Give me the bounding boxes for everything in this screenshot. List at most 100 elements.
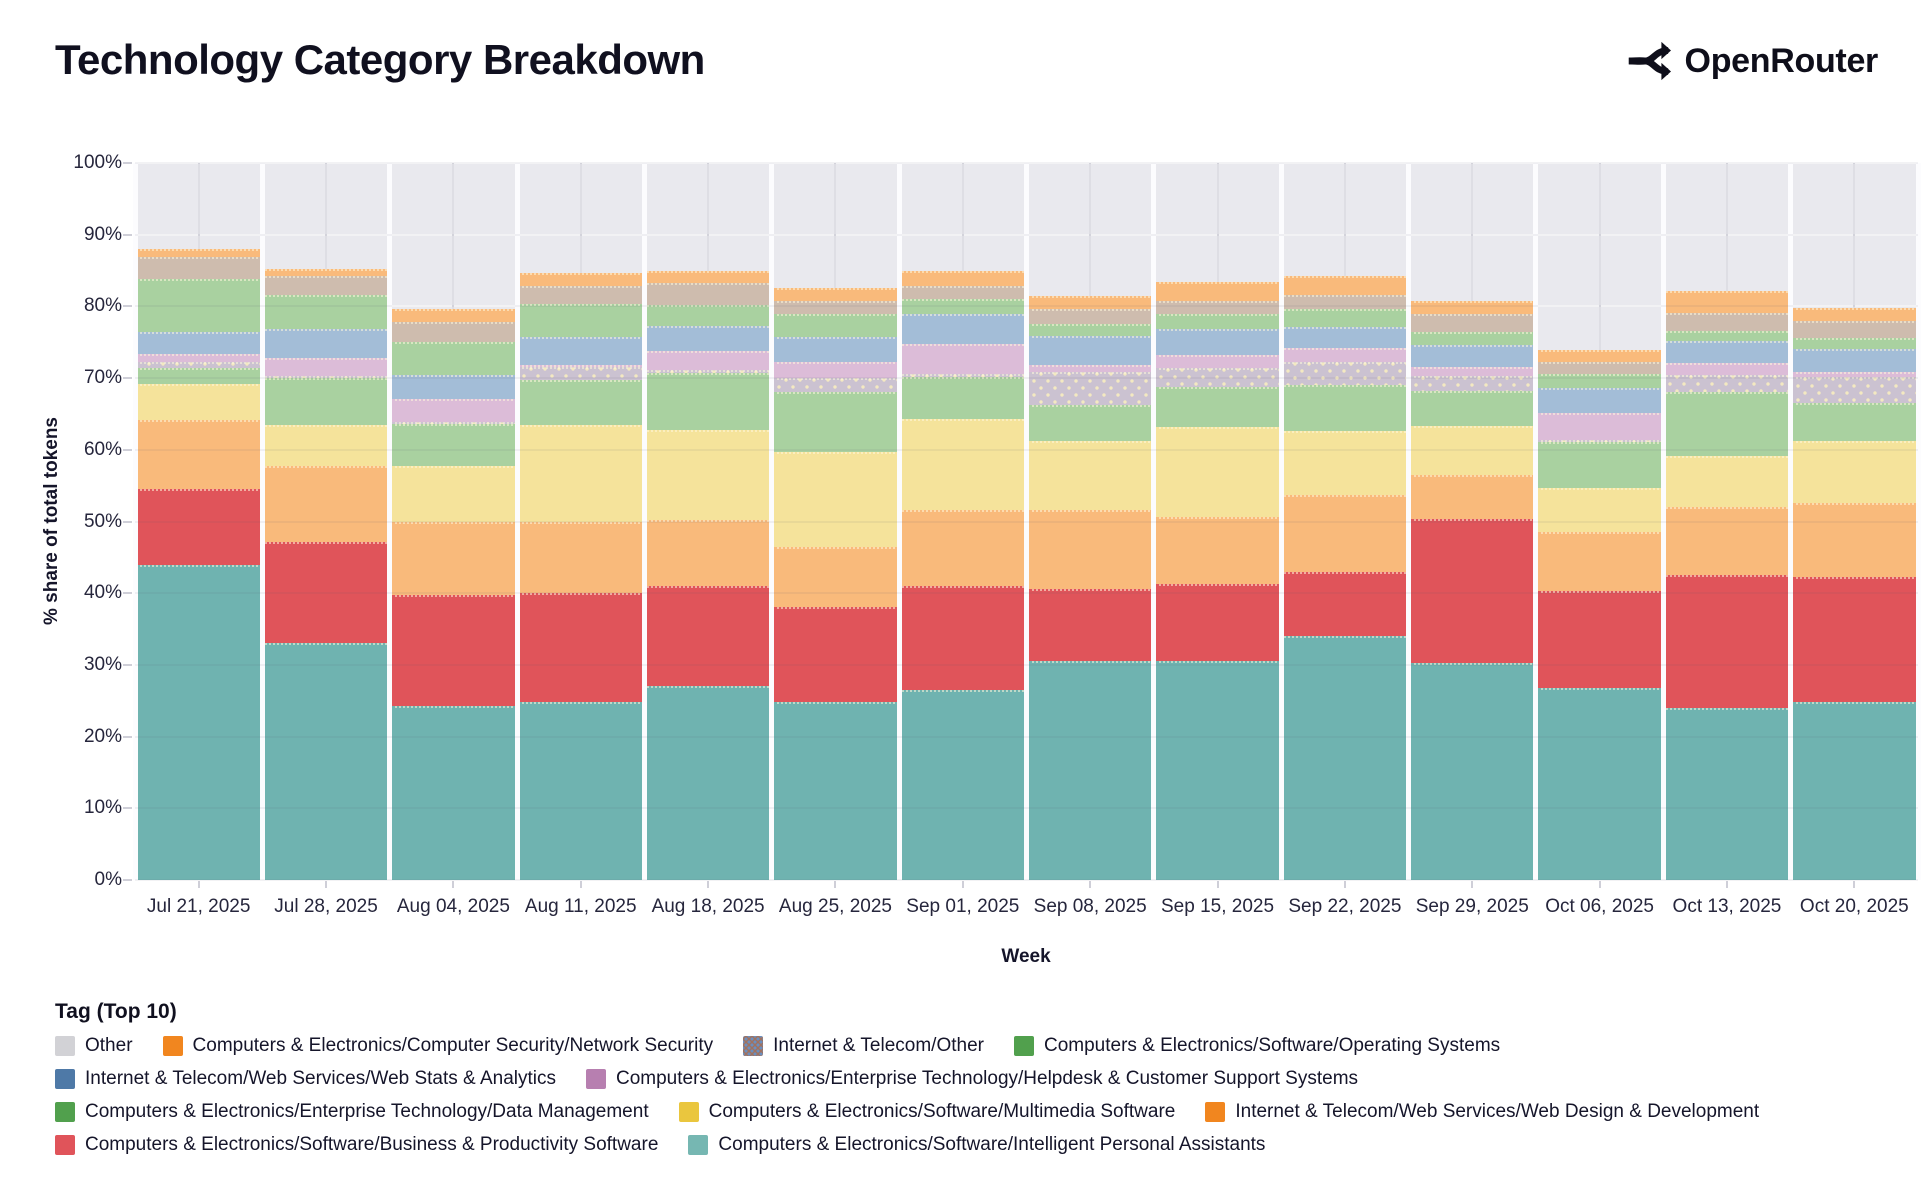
bar-segment[interactable] <box>1026 510 1154 589</box>
bar-segment[interactable] <box>262 268 390 276</box>
bar-segment[interactable] <box>1535 439 1664 442</box>
bar-segment[interactable] <box>517 366 645 380</box>
bar-segment[interactable] <box>899 285 1027 299</box>
bar-segment[interactable] <box>1026 588 1154 661</box>
bar-segment[interactable] <box>1281 385 1409 432</box>
legend-item[interactable]: Computers & Electronics/Computer Securit… <box>162 1035 713 1057</box>
bar-segment[interactable] <box>517 424 645 522</box>
bar-segment[interactable] <box>899 298 1027 315</box>
bar-segment[interactable] <box>1790 377 1919 403</box>
bar-segment[interactable] <box>1535 413 1664 440</box>
bar-segment[interactable] <box>899 586 1027 690</box>
bar-segment[interactable] <box>135 368 263 384</box>
legend-item[interactable]: Computers & Electronics/Software/Busines… <box>55 1134 658 1156</box>
bar-segment[interactable] <box>1408 375 1536 392</box>
bar-segment[interactable] <box>899 419 1027 511</box>
bar-segment[interactable] <box>771 361 900 379</box>
bar-segment[interactable] <box>771 546 900 607</box>
bar-segment[interactable] <box>771 451 900 547</box>
legend-item[interactable]: Internet & Telecom/Web Services/Web Stat… <box>55 1068 556 1090</box>
bar-segment[interactable] <box>644 520 772 587</box>
bar-segment[interactable] <box>389 342 518 375</box>
bar-segment[interactable] <box>1790 338 1919 349</box>
bar-segment[interactable] <box>135 564 263 880</box>
bar-segment[interactable] <box>1281 348 1409 362</box>
bar-segment[interactable] <box>517 702 645 880</box>
bar-segment[interactable] <box>1281 361 1409 386</box>
bar-segment[interactable] <box>1535 441 1664 488</box>
bar-segment[interactable] <box>1281 295 1409 309</box>
legend-item[interactable]: Computers & Electronics/Enterprise Techn… <box>586 1068 1358 1090</box>
bar-segment[interactable] <box>1663 340 1791 364</box>
bar-segment[interactable] <box>1026 295 1154 309</box>
bar-segment[interactable] <box>1281 308 1409 327</box>
bar-segment[interactable] <box>1663 575 1791 708</box>
bar-segment[interactable] <box>389 466 518 522</box>
bar-segment[interactable] <box>1535 531 1664 592</box>
bar-segment[interactable] <box>1281 636 1409 880</box>
bar-segment[interactable] <box>1153 387 1282 427</box>
bar-segment[interactable] <box>517 379 645 425</box>
bar-segment[interactable] <box>1790 502 1919 578</box>
bar-segment[interactable] <box>771 702 900 880</box>
bar-segment[interactable] <box>1663 507 1791 576</box>
bar-segment[interactable] <box>899 270 1027 286</box>
bar-segment[interactable] <box>517 593 645 703</box>
bar-segment[interactable] <box>1408 313 1536 332</box>
bar-segment[interactable] <box>135 489 263 565</box>
bar-segment[interactable] <box>1026 364 1154 373</box>
bar-segment[interactable] <box>1790 307 1919 321</box>
bar-segment[interactable] <box>771 287 900 301</box>
bar-segment[interactable] <box>1281 572 1409 637</box>
bar-segment[interactable] <box>1535 373 1664 388</box>
bar-segment[interactable] <box>1026 323 1154 336</box>
bar-segment[interactable] <box>135 257 263 279</box>
legend-item[interactable]: Computers & Electronics/Software/Operati… <box>1013 1035 1500 1057</box>
bar-segment[interactable] <box>1026 308 1154 324</box>
bar-segment[interactable] <box>262 358 390 377</box>
bar-segment[interactable] <box>389 398 518 422</box>
bar-segment[interactable] <box>1281 431 1409 495</box>
bar-segment[interactable] <box>1408 367 1536 376</box>
bar-segment[interactable] <box>644 429 772 521</box>
bar-segment[interactable] <box>1790 402 1919 442</box>
bar-segment[interactable] <box>1535 687 1664 880</box>
bar-segment[interactable] <box>1408 391 1536 427</box>
bar-segment[interactable] <box>135 362 263 369</box>
bar-segment[interactable] <box>1153 583 1282 661</box>
bar-segment[interactable] <box>644 325 772 351</box>
bar-segment[interactable] <box>1408 300 1536 314</box>
bar-segment[interactable] <box>517 272 645 286</box>
bar-segment[interactable] <box>1026 372 1154 405</box>
bar-segment[interactable] <box>771 378 900 392</box>
legend-item[interactable]: Internet & Telecom/Web Services/Web Desi… <box>1205 1101 1759 1123</box>
bar-segment[interactable] <box>644 369 772 374</box>
bar-segment[interactable] <box>517 521 645 594</box>
bar-segment[interactable] <box>1663 707 1791 880</box>
bar-segment[interactable] <box>389 705 518 880</box>
bar-segment[interactable] <box>1790 441 1919 503</box>
bar-segment[interactable] <box>389 374 518 399</box>
bar-segment[interactable] <box>1790 577 1919 703</box>
bar-segment[interactable] <box>1790 320 1919 338</box>
bar-segment[interactable] <box>899 510 1027 587</box>
bar-segment[interactable] <box>1790 702 1919 880</box>
bar-segment[interactable] <box>644 282 772 306</box>
bar-segment[interactable] <box>644 350 772 370</box>
legend-item[interactable]: Computers & Electronics/Software/Multime… <box>678 1101 1175 1123</box>
bar-segment[interactable] <box>1281 275 1409 296</box>
bar-segment[interactable] <box>389 421 518 425</box>
bar-segment[interactable] <box>389 424 518 467</box>
bar-segment[interactable] <box>262 542 390 644</box>
bar-segment[interactable] <box>644 685 772 880</box>
bar-segment[interactable] <box>899 373 1027 378</box>
bar-segment[interactable] <box>771 606 900 703</box>
bar-segment[interactable] <box>899 314 1027 344</box>
bar-segment[interactable] <box>262 378 390 426</box>
bar-segment[interactable] <box>389 321 518 343</box>
bar-segment[interactable] <box>517 364 645 367</box>
bar-segment[interactable] <box>1408 426 1536 475</box>
bar-segment[interactable] <box>1663 363 1791 376</box>
bar-segment[interactable] <box>1153 282 1282 301</box>
bar-segment[interactable] <box>1408 518 1536 663</box>
